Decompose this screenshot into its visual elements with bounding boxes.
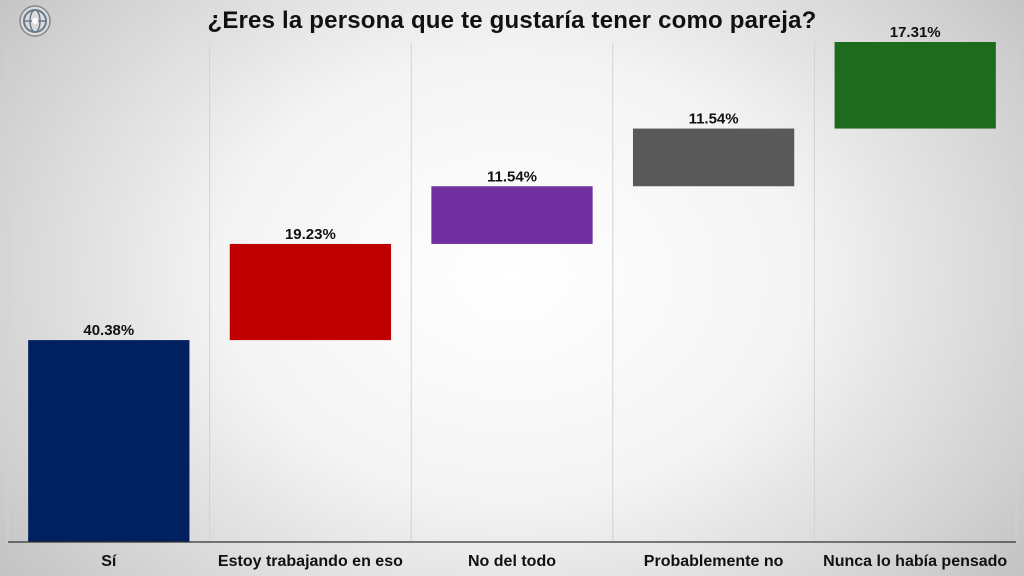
data-label: 19.23% [285, 226, 336, 243]
chart-title: ¿Eres la persona que te gustaría tener c… [207, 7, 817, 34]
category-label: Probablemente no [644, 553, 784, 570]
bar [229, 243, 392, 341]
data-label: 40.38% [83, 322, 134, 339]
category-label: Estoy trabajando en eso [218, 553, 403, 570]
category-label: Nunca lo había pensado [823, 553, 1007, 570]
bar [834, 42, 996, 129]
globe-logo-icon [19, 5, 51, 37]
data-label: 17.31% [890, 24, 941, 41]
data-label: 11.54% [487, 168, 537, 185]
bar [28, 340, 190, 542]
category-label: No del todo [468, 553, 556, 570]
data-label: 11.54% [689, 111, 739, 128]
bar [632, 128, 795, 187]
bar [431, 186, 593, 244]
category-label: Sí [101, 553, 117, 570]
